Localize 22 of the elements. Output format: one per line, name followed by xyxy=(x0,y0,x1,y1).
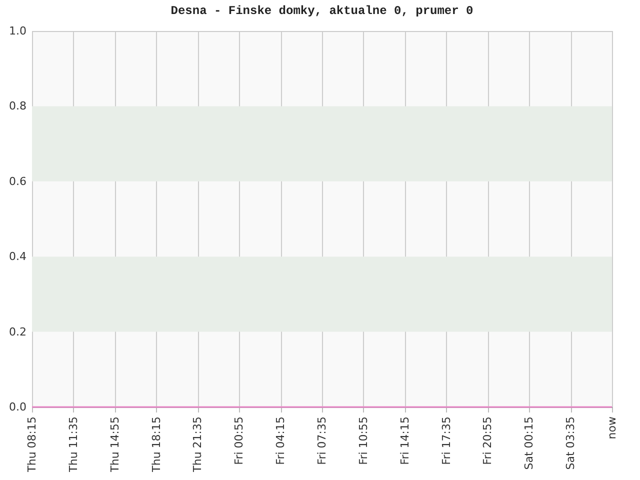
y-tick-label: 1.0 xyxy=(9,24,26,38)
x-tick-label: Fri 04:15 xyxy=(274,416,288,465)
x-tick-label: Fri 14:15 xyxy=(398,416,412,465)
x-tick-label: now xyxy=(606,416,618,440)
y-tick-label: 0.0 xyxy=(9,400,26,414)
x-tick-label: Fri 20:55 xyxy=(481,416,494,465)
x-tick-label: Thu 11:35 xyxy=(66,416,80,474)
x-tick-label: Fri 17:35 xyxy=(440,416,453,465)
x-tick-label: Fri 07:35 xyxy=(316,416,328,465)
x-tick-label: Fri 10:55 xyxy=(356,416,370,465)
x-tick-label: Thu 08:15 xyxy=(26,416,38,474)
x-tick-label: Sat 03:35 xyxy=(564,416,578,470)
x-tick-label: Thu 21:35 xyxy=(191,416,204,474)
y-tick-label: 0.4 xyxy=(9,250,26,264)
y-tick-label: 0.2 xyxy=(9,325,26,338)
x-tick-label: Sat 00:15 xyxy=(522,416,536,470)
y-tick-label: 0.8 xyxy=(9,100,26,113)
y-tick-label: 0.6 xyxy=(9,174,26,188)
x-tick-label: Fri 00:55 xyxy=(232,416,246,465)
x-tick-label: Thu 18:15 xyxy=(150,416,163,474)
chart-title: Desna - Finske domky, aktualne 0, prumer 0 xyxy=(170,4,474,18)
x-tick-label: Thu 14:55 xyxy=(108,416,122,474)
